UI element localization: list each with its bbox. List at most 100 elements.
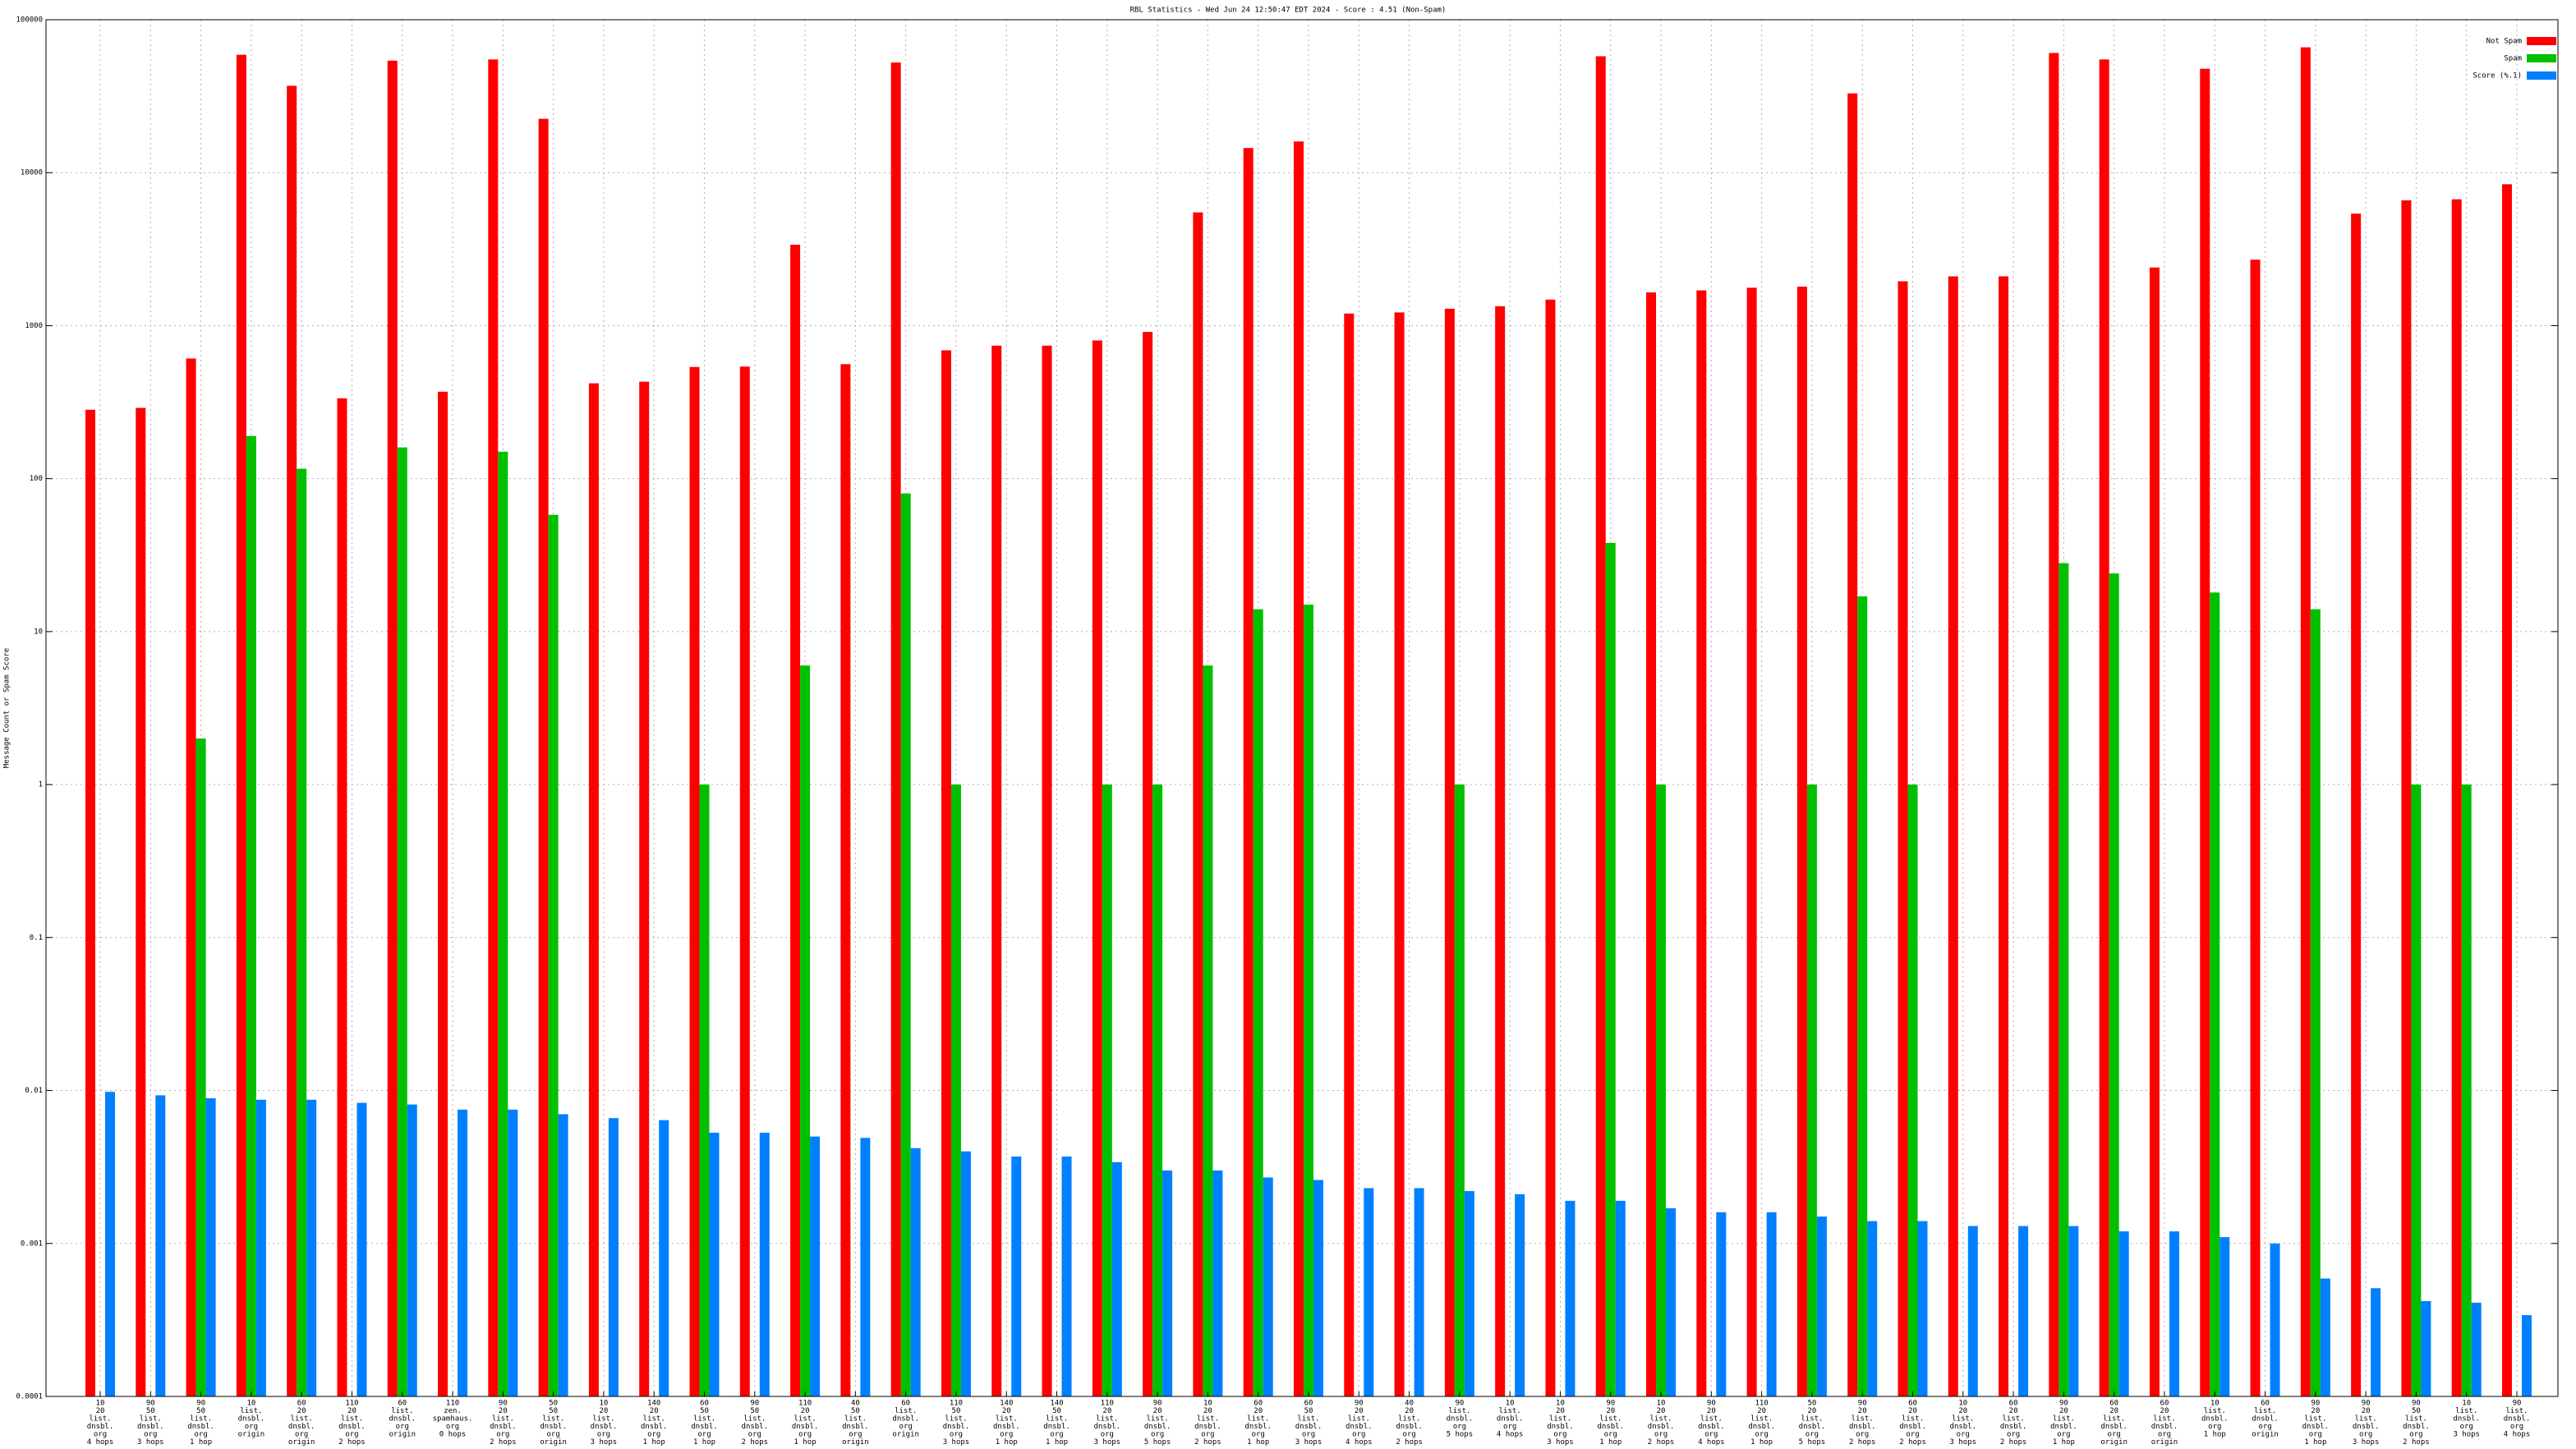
x-tick-label: 20	[347, 1407, 356, 1415]
x-tick-label: 20	[2311, 1407, 2320, 1415]
bar	[1796, 286, 1807, 1397]
x-tick-label: dnsbl.	[2453, 1415, 2480, 1424]
x-tick-label: 10	[1556, 1400, 1565, 1408]
bar	[306, 1099, 317, 1396]
x-tick-label: list.	[1197, 1415, 1219, 1424]
x-tick-label: org	[546, 1431, 559, 1439]
x-tick-label: 50	[549, 1400, 558, 1408]
bar	[759, 1132, 770, 1396]
x-tick-label: 10	[96, 1400, 105, 1408]
bar	[699, 784, 710, 1396]
x-tick-label: org	[1050, 1431, 1063, 1439]
x-tick-label: list.	[743, 1415, 766, 1424]
x-tick-label: spamhaus.	[433, 1415, 473, 1424]
bar	[1666, 1208, 1677, 1396]
bar	[900, 493, 911, 1397]
bar	[2300, 47, 2311, 1396]
bar	[1212, 1170, 1223, 1396]
x-tick-label: org	[496, 1431, 509, 1439]
x-tick-label: list.	[1096, 1415, 1118, 1424]
x-tick-label: 50	[2412, 1407, 2421, 1415]
x-tick-label: 2 hops	[338, 1438, 366, 1447]
bar	[1867, 1221, 1878, 1396]
x-tick-label: 20	[801, 1407, 810, 1415]
x-tick-label: list.	[341, 1415, 363, 1424]
bar	[1746, 288, 1757, 1396]
x-tick-label: 110	[798, 1400, 812, 1408]
x-tick-label: list.	[1700, 1415, 1723, 1424]
x-tick-label: dnsbl.	[842, 1423, 869, 1431]
x-tick-label: 60	[398, 1400, 407, 1408]
x-tick-label: origin	[238, 1431, 265, 1439]
x-tick-label: 90	[2311, 1400, 2320, 1408]
bar	[2310, 609, 2321, 1396]
bar	[1304, 605, 1313, 1396]
bar	[548, 514, 559, 1396]
x-tick-label: 20	[1858, 1407, 1867, 1415]
x-tick-label: 140	[647, 1400, 660, 1408]
x-tick-label: 1 hop	[996, 1438, 1018, 1447]
x-tick-label: org	[1704, 1431, 1718, 1439]
bar	[1162, 1170, 1173, 1396]
x-tick-label: list.	[89, 1415, 111, 1424]
x-tick-label: list.	[1147, 1415, 1169, 1424]
bar	[739, 366, 750, 1396]
bar	[255, 1099, 266, 1396]
x-tick-label: dnsbl.	[338, 1423, 366, 1431]
y-tick-label: 10	[34, 628, 43, 636]
x-tick-label: 1 hop	[2204, 1431, 2226, 1439]
bar	[1917, 1221, 1928, 1396]
x-tick-label: dnsbl.	[742, 1423, 769, 1431]
x-tick-label: dnsbl.	[1597, 1423, 1624, 1431]
x-tick-label: org	[849, 1431, 862, 1439]
x-tick-label: 1 hop	[2053, 1438, 2075, 1447]
x-tick-label: 50	[1304, 1407, 1313, 1415]
x-tick-label: origin	[2252, 1431, 2279, 1439]
x-tick-label: 0 hops	[439, 1431, 467, 1439]
x-tick-label: 1 hop	[190, 1438, 212, 1447]
bar	[2421, 1300, 2431, 1396]
bar	[2049, 53, 2059, 1397]
bar	[2250, 260, 2261, 1396]
x-tick-label: list.	[2304, 1415, 2326, 1424]
bar	[558, 1114, 568, 1396]
bar	[1193, 212, 1203, 1396]
x-tick-label: org	[194, 1431, 207, 1439]
x-tick-label: 20	[1153, 1407, 1162, 1415]
x-tick-label: list.	[1247, 1415, 1269, 1424]
x-tick-label: dnsbl.	[2353, 1423, 2380, 1431]
x-tick-label: 4 hops	[1346, 1438, 1373, 1447]
x-tick-label: org	[899, 1423, 913, 1431]
x-tick-label: 20	[1757, 1407, 1766, 1415]
x-tick-label: list.	[1852, 1415, 1874, 1424]
x-tick-label: dnsbl.	[1295, 1423, 1322, 1431]
bar	[1806, 784, 1817, 1396]
x-tick-label: list.	[794, 1415, 816, 1424]
x-tick-label: 3 hops	[137, 1438, 164, 1447]
bar	[2149, 267, 2160, 1397]
legend-swatch	[2527, 37, 2556, 45]
x-tick-label: org	[2108, 1431, 2121, 1439]
x-tick-label: 20	[1203, 1407, 1212, 1415]
x-tick-label: 110	[345, 1400, 358, 1408]
x-tick-label: dnsbl.	[1547, 1423, 1574, 1431]
x-tick-label: 50	[196, 1407, 205, 1415]
bar	[2099, 59, 2109, 1397]
x-tick-label: list.	[391, 1407, 413, 1415]
bar	[85, 409, 95, 1396]
x-tick-label: org	[798, 1431, 812, 1439]
bar	[2351, 214, 2362, 1397]
x-tick-label: origin	[2151, 1438, 2178, 1447]
x-tick-label: list.	[1499, 1407, 1521, 1415]
bar	[1515, 1194, 1525, 1396]
y-tick-label: 1	[39, 781, 43, 789]
bar	[2320, 1278, 2330, 1396]
x-tick-label: 4 hops	[87, 1438, 114, 1447]
bar	[960, 1151, 971, 1396]
bar	[2401, 200, 2412, 1396]
bar	[498, 451, 508, 1397]
bar	[1464, 1191, 1474, 1396]
x-tick-label: org	[1654, 1431, 1668, 1439]
x-tick-label: org	[94, 1431, 107, 1439]
